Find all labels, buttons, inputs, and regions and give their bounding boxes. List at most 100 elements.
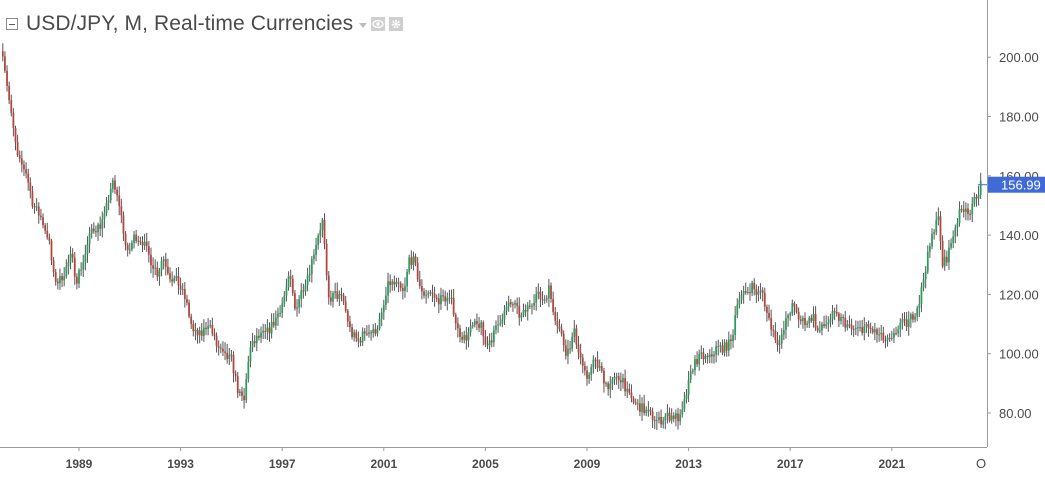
candle-body — [476, 321, 478, 324]
candle-body — [454, 314, 457, 324]
candle-body — [490, 340, 493, 343]
candle-body — [920, 287, 923, 305]
candle-body — [967, 208, 969, 215]
candle-body — [1, 51, 4, 57]
candle-body — [186, 299, 188, 303]
candle-body — [509, 302, 512, 305]
candle-body — [319, 230, 322, 236]
candle-body — [827, 322, 830, 325]
candle-body — [393, 281, 396, 285]
candle-body — [459, 328, 461, 337]
candle-body — [164, 259, 167, 267]
candle-body — [78, 270, 80, 284]
candle-body — [941, 240, 944, 267]
candle-body — [482, 322, 485, 337]
candle-body — [107, 200, 110, 203]
eye-icon[interactable] — [371, 17, 386, 31]
candle-body — [232, 354, 235, 374]
candle-body — [20, 158, 23, 165]
candle-body — [143, 241, 146, 246]
chevron-down-icon[interactable] — [359, 22, 368, 28]
candle-body — [192, 323, 195, 332]
candle-body — [772, 329, 775, 331]
candle-body — [685, 394, 688, 400]
candle-body — [960, 208, 963, 210]
candle-body — [962, 209, 965, 212]
candle-body — [65, 266, 68, 277]
candle-body — [499, 323, 502, 325]
candle-body — [691, 370, 694, 372]
candle-body — [903, 319, 906, 321]
candle-body — [562, 333, 565, 346]
candle-body — [863, 326, 866, 333]
candle-body — [126, 244, 129, 251]
price-tick-label: 120.00 — [999, 287, 1039, 302]
candle-body — [600, 366, 603, 371]
candle-body — [639, 403, 641, 412]
candle-body — [346, 310, 349, 322]
price-tick-label: 80.00 — [999, 406, 1032, 421]
candle-body — [473, 321, 476, 325]
candle-body — [245, 378, 248, 401]
candle-body — [241, 391, 243, 396]
candle-body — [497, 324, 499, 326]
candle-body — [139, 240, 142, 243]
candle-body — [291, 278, 294, 294]
candle-body — [518, 305, 521, 318]
candle-body — [253, 341, 256, 344]
candle-body — [727, 339, 730, 351]
candle-body — [154, 267, 157, 269]
time-tick-label: 1989 — [66, 457, 93, 471]
candle-body — [372, 329, 375, 333]
percent-scale-button[interactable]: O — [976, 456, 987, 471]
time-tick-label: 2009 — [574, 457, 601, 471]
candle-body — [446, 298, 449, 302]
candle-body — [147, 246, 150, 255]
candle-body — [492, 329, 495, 343]
candle-body — [859, 327, 861, 329]
candle-body — [435, 297, 438, 299]
candle-body — [54, 272, 57, 282]
candle-body — [357, 338, 360, 342]
candle-body — [802, 317, 804, 322]
candle-body — [814, 314, 817, 328]
candle-body — [222, 348, 224, 352]
candle-body — [854, 328, 857, 330]
candle-body — [465, 335, 468, 341]
time-tick-label: 2013 — [675, 457, 702, 471]
candle-body — [973, 196, 976, 204]
candle-body — [103, 213, 106, 220]
candle-body — [624, 378, 626, 392]
candle-body — [850, 324, 853, 330]
candle-body — [922, 279, 925, 288]
candle-body — [890, 337, 893, 339]
candle-body — [361, 331, 364, 343]
candle-body — [150, 254, 152, 266]
candle-body — [787, 315, 789, 319]
candle-body — [670, 415, 673, 421]
candle-body — [605, 383, 607, 385]
candle-body — [137, 240, 140, 242]
candle-body — [71, 253, 74, 258]
candle-body — [658, 416, 660, 421]
gear-icon[interactable] — [389, 17, 404, 31]
candle-body — [270, 321, 273, 334]
candle-body — [228, 354, 231, 360]
candle-body — [628, 388, 631, 393]
candle-body — [404, 286, 406, 291]
candle-body — [524, 310, 527, 312]
candle-body — [444, 296, 447, 302]
candle-body — [50, 240, 53, 261]
candle-body — [776, 339, 779, 345]
candle-body — [683, 399, 686, 410]
collapse-icon[interactable] — [6, 18, 18, 30]
candle-body — [363, 331, 366, 334]
candle-body — [694, 359, 696, 371]
candle-body — [52, 260, 55, 273]
candle-body — [198, 330, 201, 336]
candle-body — [782, 329, 785, 335]
candle-body — [380, 312, 383, 319]
candle-body — [880, 332, 883, 335]
candle-body — [723, 342, 726, 353]
